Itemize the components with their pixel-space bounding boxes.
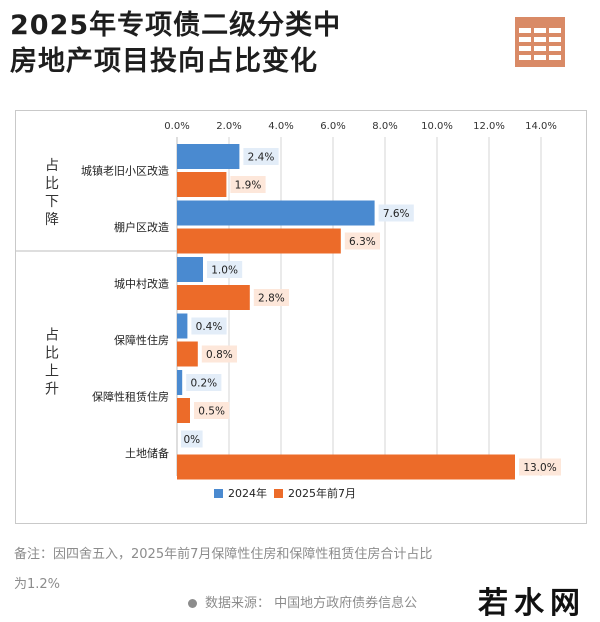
legend-label: 2024年 xyxy=(228,486,267,500)
category-label: 城中村改造 xyxy=(114,277,169,291)
bar-2024 xyxy=(177,370,183,395)
bar-2024 xyxy=(177,144,240,169)
legend-swatch xyxy=(214,489,223,498)
data-label: 0.5% xyxy=(198,406,225,418)
chart-title-line1: 2025年专项债二级分类中 xyxy=(10,10,342,41)
legend-swatch xyxy=(274,489,283,498)
title-block: 2025年专项债二级分类中 房地产项目投向占比变化 xyxy=(10,8,341,80)
data-label-bg xyxy=(201,345,237,363)
brand-logo: 若水网 xyxy=(478,586,586,621)
data-label-bg xyxy=(519,458,561,476)
legend-label: 2025年前7月 xyxy=(288,486,356,500)
data-label-bg xyxy=(344,232,380,250)
x-tick-label: 2.0% xyxy=(216,121,241,132)
data-label: 7.6% xyxy=(383,208,410,220)
data-label-bg xyxy=(194,402,230,419)
data-label: 0.2% xyxy=(190,378,217,390)
data-label-bg xyxy=(230,176,266,193)
table-icon xyxy=(514,16,566,68)
x-tick-label: 14.0% xyxy=(525,121,557,132)
x-tick-label: 8.0% xyxy=(372,121,397,132)
category-label: 城镇老旧小区改造 xyxy=(81,164,169,178)
data-label-bg xyxy=(181,430,203,448)
bar-2025 xyxy=(177,341,198,367)
group-label: 占比下降 xyxy=(43,158,59,230)
data-label: 2.4% xyxy=(248,152,275,164)
data-label: 6.3% xyxy=(349,236,376,248)
bar-2025 xyxy=(177,398,190,423)
bar-2025 xyxy=(177,228,341,254)
category-label: 土地储备 xyxy=(125,446,169,460)
bar-2025 xyxy=(177,454,515,480)
data-label: 0% xyxy=(183,434,200,446)
chart-panel: 0.0% 2.0% 4.0% 6.0% 8.0% 10.0% 12.0% 14.0% 占比下降占… xyxy=(15,110,587,524)
category-label: 保障性租赁住房 xyxy=(92,390,169,404)
bar-2025 xyxy=(177,172,227,197)
data-label-bg xyxy=(207,261,243,278)
bullet-icon xyxy=(188,599,197,608)
data-source: 数据来源： 中国地方政府债券信息公 xyxy=(188,592,417,611)
data-label: 2.8% xyxy=(258,293,285,305)
chart-title-line2: 房地产项目投向占比变化 xyxy=(10,46,318,77)
x-tick-label: 4.0% xyxy=(268,121,293,132)
x-tick-label: 0.0% xyxy=(164,121,189,132)
data-label-bg xyxy=(243,148,279,165)
bar-chart: 0.0% 2.0% 4.0% 6.0% 8.0% 10.0% 12.0% 14.0% 占比下降占… xyxy=(16,121,561,500)
footnote-line1: 备注：因四舍五入，2025年前7月保障性住房和保障性租赁住房合计占比 xyxy=(14,547,433,562)
data-label: 0.4% xyxy=(196,321,223,333)
group-label: 占比上升 xyxy=(43,327,59,399)
footnote: 备注：因四舍五入，2025年前7月保障性住房和保障性租赁住房合计占比 为1.2% xyxy=(14,540,574,600)
category-label: 保障性住房 xyxy=(114,333,169,347)
data-label: 0.8% xyxy=(206,349,233,361)
data-label-bg xyxy=(191,317,227,335)
x-tick-label: 10.0% xyxy=(421,121,453,132)
category-label: 棚户区改造 xyxy=(114,220,169,234)
data-label-bg xyxy=(186,374,222,391)
data-label: 13.0% xyxy=(523,462,556,474)
data-label-bg xyxy=(253,289,289,306)
bar-2024 xyxy=(177,200,375,226)
x-tick-label: 6.0% xyxy=(320,121,345,132)
bar-2024 xyxy=(177,313,188,339)
data-label-bg xyxy=(378,204,414,222)
bar-2025 xyxy=(177,285,250,310)
data-label: 1.9% xyxy=(235,180,262,192)
data-label: 1.0% xyxy=(211,265,238,277)
footnote-line2: 为1.2% xyxy=(14,577,61,592)
x-tick-label: 12.0% xyxy=(473,121,505,132)
data-source-text: 数据来源： 中国地方政府债券信息公 xyxy=(205,596,418,611)
bar-2024 xyxy=(177,257,203,282)
